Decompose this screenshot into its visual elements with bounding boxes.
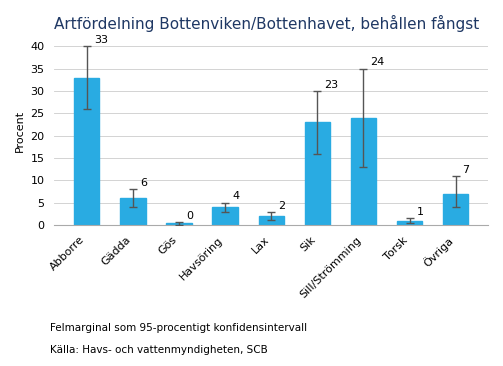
- Text: Artfördelning Bottenviken/Bottenhavet, behållen fångst: Artfördelning Bottenviken/Bottenhavet, b…: [54, 15, 480, 32]
- Bar: [259, 216, 284, 225]
- Bar: [443, 194, 468, 225]
- Bar: [74, 78, 100, 225]
- Text: 4: 4: [232, 191, 239, 201]
- Bar: [397, 221, 422, 225]
- Text: 23: 23: [324, 80, 339, 90]
- Bar: [351, 118, 376, 225]
- Y-axis label: Procent: Procent: [15, 110, 25, 152]
- Bar: [212, 207, 238, 225]
- Text: Felmarginal som 95-procentigt konfidensintervall: Felmarginal som 95-procentigt konfidensi…: [50, 323, 307, 333]
- Text: 2: 2: [278, 201, 285, 211]
- Bar: [166, 223, 192, 225]
- Text: 1: 1: [416, 207, 424, 217]
- Text: 24: 24: [370, 57, 385, 67]
- Bar: [120, 198, 145, 225]
- Text: 0: 0: [186, 210, 193, 221]
- Text: 7: 7: [463, 164, 470, 175]
- Text: 6: 6: [140, 178, 147, 188]
- Bar: [305, 122, 330, 225]
- Text: Källa: Havs- och vattenmyndigheten, SCB: Källa: Havs- och vattenmyndigheten, SCB: [50, 345, 268, 355]
- Text: 33: 33: [94, 35, 108, 45]
